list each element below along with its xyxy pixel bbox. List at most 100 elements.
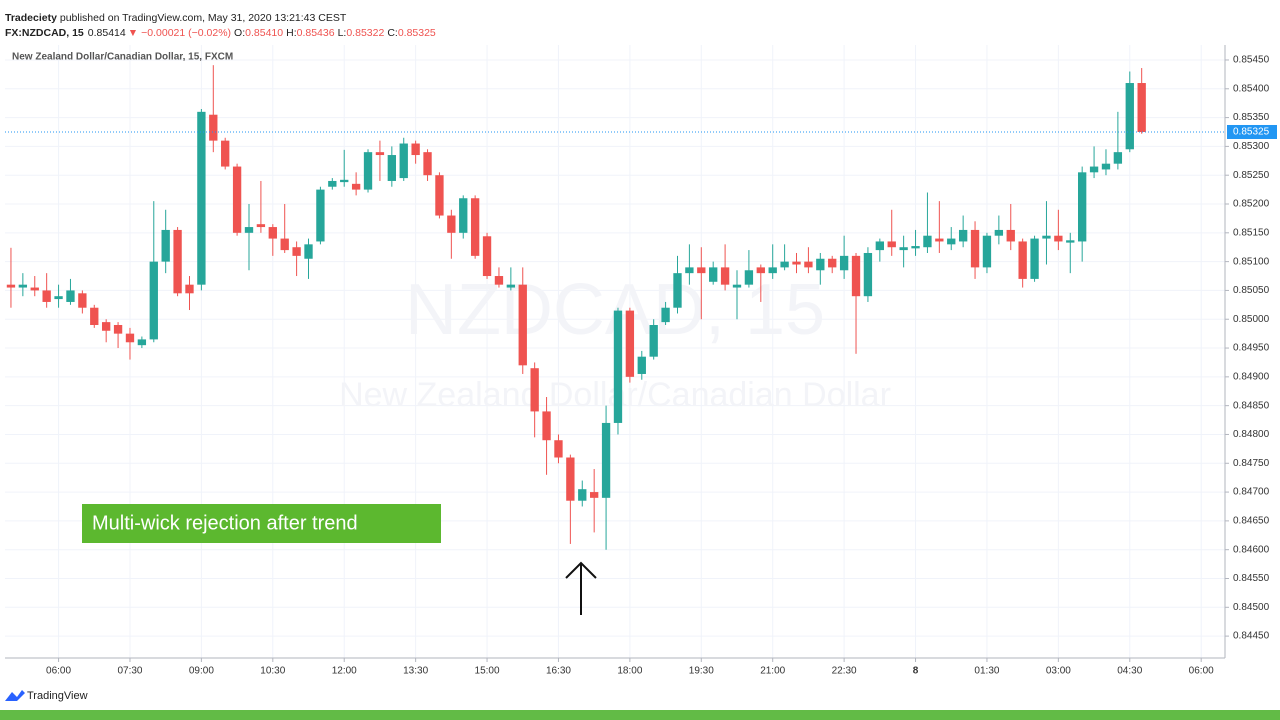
candle-body [268, 227, 277, 239]
price: 0.85414 [88, 27, 126, 39]
candle-body [970, 229, 980, 268]
candle-body [1054, 235, 1063, 242]
candle-body [1101, 163, 1111, 170]
candle-body [923, 235, 932, 248]
y-tick-label: 0.84900 [1233, 371, 1270, 382]
candle-body [399, 143, 408, 179]
x-tick-label: 15:00 [475, 666, 500, 677]
candle-body [185, 284, 194, 294]
candle-body [1066, 240, 1075, 243]
symbol: FX:NZDCAD, 15 [5, 27, 84, 39]
candle-body [1042, 235, 1051, 239]
candle-body [566, 457, 575, 501]
ohlc-key: L: [338, 27, 347, 39]
candle-body [316, 189, 325, 242]
candle-body [887, 241, 896, 248]
x-tick-label: 06:00 [1189, 666, 1214, 677]
candle-body [447, 215, 456, 233]
y-tick-label: 0.85100 [1233, 256, 1270, 267]
candle-body [780, 261, 789, 268]
ohlc-value: 0.85325 [398, 27, 436, 39]
x-tick-label: 03:00 [1046, 666, 1071, 677]
x-tick-label: 10:30 [260, 666, 285, 677]
ohlc-value: 0.85436 [297, 27, 335, 39]
candle-body [137, 339, 147, 346]
candle-body [851, 255, 861, 297]
y-tick-label: 0.84800 [1233, 429, 1270, 440]
candle-body [792, 261, 801, 265]
candle-body [1006, 229, 1015, 242]
y-tick-label: 0.84450 [1233, 631, 1270, 642]
y-tick-label: 0.84850 [1233, 400, 1270, 411]
candle-body [375, 152, 385, 156]
chart-title: New Zealand Dollar/Canadian Dollar, 15, … [12, 52, 233, 63]
y-tick-label: 0.84650 [1233, 516, 1270, 527]
header-line: Tradeciety published on TradingView.com,… [5, 12, 347, 24]
candle-body [720, 267, 730, 285]
candle-body [304, 244, 313, 259]
candle-body [661, 307, 670, 323]
x-tick-label: 12:00 [332, 666, 357, 677]
candle-body [435, 175, 444, 216]
y-tick-label: 0.85400 [1233, 83, 1270, 94]
candle-body [470, 198, 480, 256]
y-tick-label: 0.84750 [1233, 458, 1270, 469]
y-tick-label: 0.85300 [1233, 141, 1270, 152]
y-tick-label: 0.85250 [1233, 170, 1270, 181]
x-tick-label: 06:00 [46, 666, 71, 677]
candle-body [756, 267, 765, 274]
candle-body [1137, 83, 1146, 132]
candle-body [482, 236, 492, 277]
change: −0.00021 (−0.02%) [141, 27, 231, 39]
y-tick-label: 0.84500 [1233, 602, 1270, 613]
candle-body [958, 229, 968, 242]
candle-body [161, 229, 170, 262]
ohlc-key: O: [234, 27, 245, 39]
x-tick-label: 19:30 [689, 666, 714, 677]
candle-body [613, 310, 623, 423]
candle-body [90, 307, 99, 325]
candle-body [66, 290, 75, 302]
y-tick-label: 0.84700 [1233, 487, 1270, 498]
candle-body [494, 276, 504, 285]
candle-body [1113, 152, 1123, 164]
candle-body [816, 258, 825, 271]
candle-body [6, 284, 16, 288]
candle-body [1125, 83, 1134, 150]
candle-body [768, 267, 777, 274]
candle-body [173, 229, 182, 294]
x-tick-label: 18:00 [617, 666, 642, 677]
candle-body [280, 238, 289, 251]
y-tick-label: 0.84600 [1233, 544, 1270, 555]
last-price-label: 0.85325 [1233, 127, 1270, 138]
candle-body [697, 267, 706, 274]
arrow [565, 561, 597, 615]
y-tick-label: 0.85150 [1233, 227, 1270, 238]
candle-body [601, 422, 611, 498]
candle-body [839, 255, 849, 271]
x-tick-label: 16:30 [546, 666, 571, 677]
candle-body [982, 235, 992, 268]
candle-body [42, 290, 51, 302]
candle-body [363, 152, 373, 190]
x-tick-label: 07:30 [117, 666, 142, 677]
candle-body [673, 273, 682, 308]
candle-body [899, 247, 908, 251]
candle-body [459, 198, 468, 233]
candle-body [542, 411, 551, 441]
candle-body [649, 324, 658, 357]
candles [6, 65, 1146, 550]
y-tick-label: 0.84550 [1233, 573, 1270, 584]
candle-body [423, 152, 432, 176]
candle-body [209, 114, 218, 141]
candle-body [911, 246, 920, 249]
footer: TradingView [27, 690, 88, 702]
candle-body [256, 224, 266, 228]
tradingview-logo [5, 690, 25, 701]
candle-body [947, 238, 956, 245]
candle-body [685, 267, 694, 274]
candle-body [637, 356, 646, 374]
candle-body [411, 143, 420, 156]
annotation: Multi-wick rejection after trend [92, 512, 358, 534]
candle-body [828, 258, 837, 268]
